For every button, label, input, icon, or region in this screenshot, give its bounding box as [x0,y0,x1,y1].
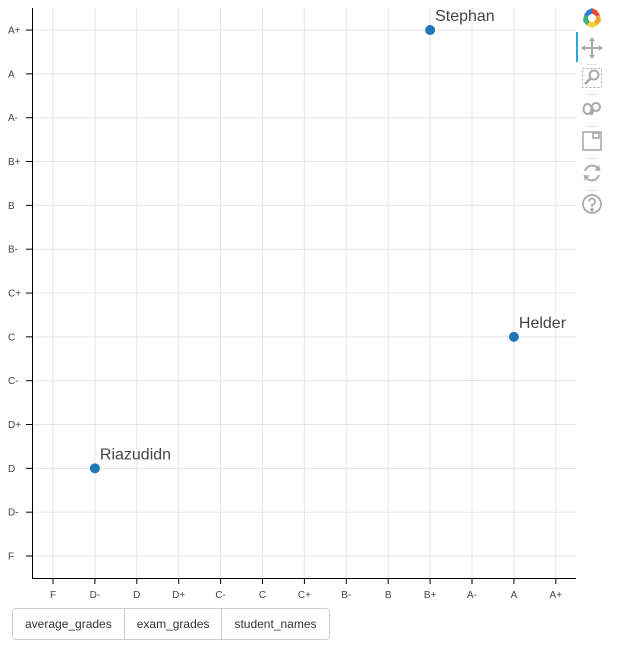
data-points: Stephan Helder Riazudidn [89,8,567,474]
data-point[interactable] [89,463,100,474]
y-tick-label: B- [8,245,18,256]
toolbar-separator [587,64,597,65]
y-tick-label: A+ [8,26,21,37]
average-grades-button[interactable]: average_grades [13,609,125,639]
x-tick-label: B+ [424,590,437,600]
y-tick-label: C [8,332,15,343]
y-tick-label: A [8,69,15,80]
reset-icon[interactable] [580,161,604,185]
bokeh-logo-icon[interactable] [580,6,604,30]
save-icon[interactable] [580,129,604,153]
student-names-button[interactable]: student_names [222,609,329,639]
y-tick-label: B [8,201,15,212]
y-tick-label: C+ [8,289,21,300]
toolbar-separator [587,94,597,95]
pan-icon[interactable] [580,36,604,60]
toolbar-separator [587,190,597,191]
x-tick-label: D+ [172,590,185,600]
y-tick-label: C- [8,376,19,387]
point-label: Helder [519,315,567,332]
y-tick-label: F [8,552,14,563]
point-label: Stephan [435,8,495,25]
x-tick-label: A [511,590,518,600]
y-tick-label: D [8,464,15,475]
exam-grades-button[interactable]: exam_grades [124,609,223,639]
x-tick-label: A- [467,590,477,600]
x-tick-label: C- [215,590,226,600]
x-tick-label: B [385,590,392,600]
x-tick-label: A+ [550,590,563,600]
box-zoom-icon[interactable] [580,66,604,90]
axes: F D- D D+ C- C C+ B- B B+ A- A A+ F D- D D+ C- C C+ B- B B+ A- A… [8,8,576,600]
column-button-group: average_grades exam_grades student_names [12,608,330,640]
x-tick-label: C+ [298,590,311,600]
y-tick-label: B+ [8,157,21,168]
x-tick-label: C [259,590,266,600]
y-tick-label: A- [8,113,18,124]
wheel-zoom-icon[interactable] [580,97,604,121]
point-label: Riazudidn [100,446,171,463]
y-tick-label: D- [8,508,19,519]
data-point[interactable] [508,331,519,342]
y-tick-label: D+ [8,420,21,431]
x-tick-label: D [133,590,140,600]
data-point[interactable] [425,25,436,36]
x-tick-label: D- [90,590,101,600]
scatter-plot[interactable]: F D- D D+ C- C C+ B- B B+ A- A A+ F D- D D+ C- C C+ B- B B+ A- A… [0,0,576,600]
x-tick-label: B- [341,590,351,600]
help-icon[interactable] [580,192,604,216]
grid [32,8,576,578]
x-tick-label: F [50,590,56,600]
active-tool-indicator [576,32,578,62]
toolbar-separator [587,158,597,159]
toolbar-separator [587,126,597,127]
